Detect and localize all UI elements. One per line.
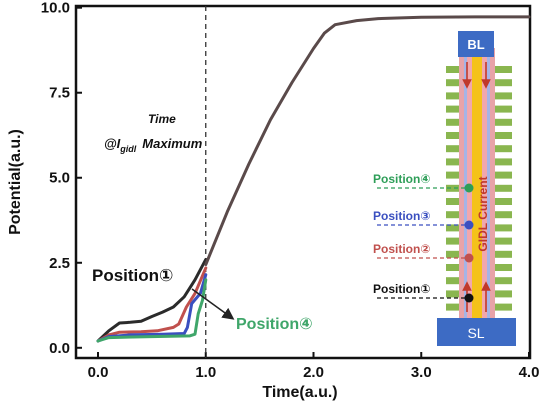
vline-label-sub: gidl xyxy=(119,144,136,154)
x-tick-label: 1.0 xyxy=(195,364,216,381)
y-tick-label: 7.5 xyxy=(49,85,70,102)
series-line-4 xyxy=(96,278,208,343)
series-line-5 xyxy=(204,15,531,266)
bl-label: BL xyxy=(467,37,484,52)
series-layer xyxy=(96,15,531,343)
y-tick-label: 5.0 xyxy=(49,170,70,187)
axis-ticks xyxy=(76,6,530,358)
series-line-1 xyxy=(96,257,208,343)
inset-position-dot xyxy=(464,220,474,230)
inset-position-label: Position③ xyxy=(373,209,431,223)
inset-position-dot xyxy=(464,183,474,193)
x-tick-label: 0.0 xyxy=(88,364,109,381)
bl-block xyxy=(458,31,494,57)
sl-block xyxy=(437,318,516,346)
sl-label: SL xyxy=(467,325,484,341)
plot-frame xyxy=(74,4,532,360)
vline-label: @Igidl Maximum xyxy=(104,136,203,154)
vline-label-suffix: Maximum xyxy=(142,136,202,151)
inset-position-label: Position① xyxy=(373,282,431,296)
y-axis-label: Potential(a.u.) xyxy=(7,129,24,235)
inset-position-dot xyxy=(464,293,474,303)
y-tick-label: 2.5 xyxy=(49,255,70,272)
x-axis-label: Time(a.u.) xyxy=(262,384,337,401)
device-inset: SL BL GIDL Current Position④Position③Pos… xyxy=(373,31,516,346)
inset-position-label: Position② xyxy=(373,242,431,256)
annotation-arrow xyxy=(191,288,235,320)
y-tick-label: 0.0 xyxy=(49,340,70,357)
inset-position-label: Position④ xyxy=(373,172,431,186)
tick-labels: 0.0 1.0 2.0 3.0 4.0 0.0 2.5 5.0 7.5 10.0 xyxy=(41,0,540,381)
series-line-2 xyxy=(96,266,208,343)
x-tick-label: 4.0 xyxy=(519,364,540,381)
pillar-core xyxy=(472,50,482,318)
annotation-to-label: Position④ xyxy=(236,316,313,333)
vline-label-prefix: @I xyxy=(104,136,121,151)
position-markers: Position④ Position③ Position② Position① xyxy=(373,172,474,303)
vline-label-top: Time xyxy=(148,112,176,126)
y-tick-label: 10.0 xyxy=(41,0,70,17)
x-tick-label: 2.0 xyxy=(303,364,324,381)
inset-position-dot xyxy=(464,253,474,263)
annotation-from-label: Position① xyxy=(92,266,173,285)
x-tick-label: 3.0 xyxy=(411,364,432,381)
gidl-current-label: GIDL Current xyxy=(476,176,490,251)
